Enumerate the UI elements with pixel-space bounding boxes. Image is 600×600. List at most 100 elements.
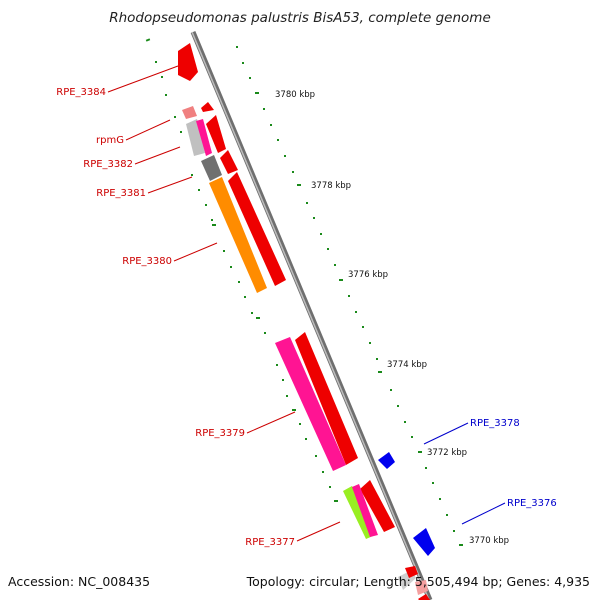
scale-label: 3776 kbp: [348, 270, 388, 280]
scale-label: 3772 kbp: [427, 448, 467, 458]
gene-arrow: [201, 102, 214, 112]
tick-major: [334, 500, 338, 502]
gene-block: [186, 119, 205, 156]
tick-minor: [236, 46, 238, 48]
gene-block: [201, 155, 222, 181]
gene-block: [343, 486, 373, 539]
tick-minor: [320, 233, 322, 235]
gene-label[interactable]: RPE_3380: [122, 256, 172, 267]
tick-minor: [263, 108, 265, 110]
tick-minor: [453, 530, 455, 532]
tick-minor: [355, 311, 357, 313]
gene-label[interactable]: RPE_3376: [507, 498, 557, 509]
tick-minor: [191, 174, 193, 176]
tick-minor: [270, 124, 272, 126]
gene-block: [196, 119, 212, 156]
gene-block: [415, 580, 428, 595]
outer-scale-ring: [236, 46, 463, 546]
gene-label[interactable]: RPE_3379: [195, 428, 245, 439]
label-leader: [296, 521, 341, 542]
label-leader: [246, 411, 296, 434]
tick-minor: [249, 77, 251, 79]
gene-arrow: [228, 172, 286, 286]
tick-minor: [238, 281, 240, 283]
tick-minor: [282, 379, 284, 381]
tick-minor: [299, 423, 301, 425]
gene-arrow: [220, 150, 238, 174]
gene-block: [209, 177, 267, 293]
gene-arrow: [206, 115, 226, 153]
tick-minor: [305, 438, 307, 440]
gene-arrow: [360, 480, 395, 532]
tick-minor: [174, 116, 176, 118]
feature-track: [182, 106, 378, 539]
tick-minor: [439, 498, 441, 500]
gene-arrow: [378, 452, 395, 469]
tick-minor: [223, 250, 225, 252]
tick-minor: [306, 202, 308, 204]
tick-minor: [425, 467, 427, 469]
tick-minor: [165, 94, 167, 96]
gene-block: [275, 337, 346, 471]
gene-label[interactable]: RPE_3381: [96, 188, 146, 199]
tick-minor: [180, 131, 182, 133]
gene-label[interactable]: rpmG: [96, 135, 124, 146]
gene-block: [182, 106, 197, 119]
tick-minor: [404, 421, 406, 423]
genome-stats-text: Topology: circular; Length: 5,505,494 bp…: [246, 574, 590, 589]
tick-major: [255, 92, 259, 94]
tick-major: [292, 409, 296, 411]
tick-minor: [161, 76, 163, 78]
tick-minor: [198, 189, 200, 191]
reverse-strand-track: [378, 452, 435, 556]
inner-tick-ring: [145, 38, 338, 502]
tick-minor: [446, 514, 448, 516]
gene-arrow: [418, 594, 430, 600]
tick-minor: [362, 326, 364, 328]
tick-minor: [264, 332, 266, 334]
tick-minor: [376, 358, 378, 360]
tick-minor: [432, 482, 434, 484]
gene-arrow: [413, 528, 435, 556]
tick-minor: [327, 248, 329, 250]
label-leader: [461, 502, 506, 525]
tick-minor: [334, 264, 336, 266]
gene-label[interactable]: RPE_3377: [245, 537, 295, 548]
tick-major: [212, 224, 216, 226]
tick-minor: [155, 61, 157, 63]
tick-minor: [369, 342, 371, 344]
tick-major: [459, 544, 463, 546]
label-leader: [125, 119, 171, 141]
tick-minor: [348, 295, 350, 297]
bottom-features: [398, 566, 430, 600]
tick-minor: [277, 139, 279, 141]
tick-minor: [230, 266, 232, 268]
tick-minor: [286, 395, 288, 397]
tick-major: [339, 279, 343, 281]
gene-label[interactable]: RPE_3384: [56, 87, 106, 98]
label-leaders: [107, 65, 506, 542]
tick-minor: [244, 296, 246, 298]
tick-minor: [205, 204, 207, 206]
tick-minor: [242, 62, 244, 64]
tick-minor: [211, 219, 213, 221]
label-leader: [147, 176, 193, 194]
gene-block: [352, 484, 378, 537]
gene-label[interactable]: RPE_3382: [83, 159, 133, 170]
gene-arrow: [405, 566, 418, 578]
tick-minor: [276, 364, 278, 366]
tick-minor: [397, 405, 399, 407]
tick-minor: [329, 486, 331, 488]
scale-label: 3778 kbp: [311, 181, 351, 191]
tick-minor: [322, 471, 324, 473]
gene-label[interactable]: RPE_3378: [470, 418, 520, 429]
tick-minor: [251, 312, 253, 314]
tick-major: [418, 451, 422, 453]
tick-major: [256, 317, 260, 319]
forward-strand-track: [178, 43, 395, 532]
tick-minor: [411, 436, 413, 438]
scale-label: 3774 kbp: [387, 360, 427, 370]
label-leader: [173, 242, 218, 262]
